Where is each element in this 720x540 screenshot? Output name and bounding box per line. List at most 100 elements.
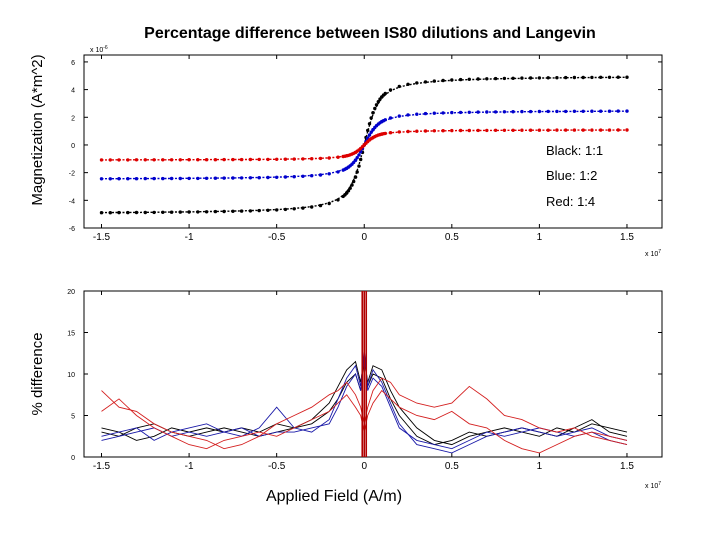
magnetization-point bbox=[415, 129, 419, 133]
magnetization-point bbox=[520, 128, 524, 132]
top-x-multiplier: x 107 bbox=[645, 249, 661, 258]
magnetization-point bbox=[275, 175, 279, 179]
magnetization-point bbox=[161, 210, 165, 214]
top-ytick-label: 0 bbox=[71, 143, 75, 150]
magnetization-point bbox=[581, 109, 585, 114]
magnetization-point bbox=[257, 157, 261, 162]
magnetization-point bbox=[406, 129, 410, 134]
magnetization-point bbox=[327, 156, 331, 160]
magnetization-point bbox=[257, 176, 261, 180]
magnetization-point bbox=[196, 158, 200, 162]
magnetization-point bbox=[222, 157, 226, 162]
magnetization-point bbox=[537, 128, 542, 132]
top-ytick-label: -6 bbox=[69, 226, 75, 233]
magnetization-point bbox=[502, 128, 507, 132]
magnetization-point bbox=[266, 157, 270, 162]
bottom-xlabel: Applied Field (A/m) bbox=[266, 488, 402, 505]
magnetization-point bbox=[546, 128, 550, 132]
magnetization-point bbox=[346, 189, 351, 193]
top-panel: Magnetization (A*m^2) -1.5 -1 -0.5 0 0.5 1 1.5… bbox=[29, 45, 663, 258]
bottom-series-group bbox=[101, 291, 628, 457]
legend-red: Red: 1:4 bbox=[546, 194, 595, 209]
magnetization-point bbox=[301, 206, 305, 210]
top-series-group bbox=[99, 75, 629, 215]
magnetization-point bbox=[117, 158, 121, 162]
magnetization-point bbox=[292, 175, 296, 179]
magnetization-point bbox=[196, 176, 200, 181]
magnetization-point bbox=[511, 76, 515, 81]
magnetization-point bbox=[546, 109, 550, 114]
magnetization-point bbox=[248, 176, 253, 180]
magnetization-point bbox=[367, 122, 372, 126]
magnetization-point bbox=[231, 157, 235, 162]
top-ytick-label: 6 bbox=[71, 60, 75, 67]
top-xtick-label: 0.5 bbox=[445, 232, 459, 243]
magnetization-point bbox=[266, 208, 270, 212]
magnetization-point bbox=[564, 128, 568, 132]
magnetization-point bbox=[257, 208, 261, 213]
magnetization-point bbox=[213, 209, 218, 214]
magnetization-point bbox=[616, 128, 620, 132]
bottom-xtick-label: -1.5 bbox=[93, 461, 111, 472]
magnetization-point bbox=[239, 157, 244, 162]
magnetization-point bbox=[581, 75, 585, 80]
magnetization-point bbox=[366, 128, 370, 133]
magnetization-point bbox=[187, 176, 191, 181]
magnetization-point bbox=[450, 128, 454, 133]
magnetization-point bbox=[423, 80, 428, 84]
magnetization-point bbox=[432, 129, 436, 133]
magnetization-point bbox=[564, 109, 568, 114]
magnetization-point bbox=[204, 176, 209, 180]
magnetization-point bbox=[108, 177, 113, 181]
magnetization-point bbox=[423, 111, 428, 116]
magnetization-point bbox=[204, 210, 209, 214]
magnetization-point bbox=[383, 131, 387, 136]
magnetization-point bbox=[99, 211, 104, 215]
legend-blue: Blue: 1:2 bbox=[546, 168, 597, 183]
bottom-axis-ticks: -1.5 -1 -0.5 0 0.5 1 1.5 0 5 10 15 20 bbox=[67, 289, 662, 472]
magnetization-point bbox=[397, 84, 401, 89]
bottom-xtick-label: -1 bbox=[185, 461, 194, 472]
magnetization-point bbox=[169, 176, 174, 181]
legend-black: Black: 1:1 bbox=[546, 143, 603, 158]
magnetization-point bbox=[369, 130, 373, 134]
magnetization-point bbox=[607, 128, 612, 132]
magnetization-point bbox=[301, 174, 305, 178]
magnetization-point bbox=[599, 75, 603, 80]
magnetization-point bbox=[357, 153, 361, 157]
magnetization-point bbox=[572, 75, 577, 80]
magnetization-point bbox=[450, 78, 454, 82]
magnetization-point bbox=[99, 177, 104, 181]
magnetization-point bbox=[336, 198, 340, 202]
magnetization-point bbox=[537, 109, 542, 114]
top-ytick-label: 4 bbox=[71, 88, 75, 95]
bottom-ylabel: % difference bbox=[29, 332, 46, 415]
magnetization-point bbox=[336, 170, 340, 174]
bottom-ytick-label: 20 bbox=[67, 289, 75, 296]
magnetization-point bbox=[275, 157, 279, 161]
magnetization-point bbox=[467, 128, 471, 133]
top-ytick-label: -4 bbox=[69, 198, 75, 205]
magnetization-point bbox=[397, 114, 401, 118]
magnetization-point bbox=[283, 207, 288, 212]
bottom-xtick-label: 1 bbox=[537, 461, 543, 472]
magnetization-point bbox=[467, 110, 471, 115]
magnetization-point bbox=[502, 110, 507, 114]
magnetization-point bbox=[178, 210, 182, 214]
magnetization-point bbox=[318, 173, 323, 177]
magnetization-point bbox=[450, 110, 454, 115]
magnetization-point bbox=[152, 158, 156, 162]
magnetization-point bbox=[528, 128, 533, 132]
magnetization-point bbox=[476, 128, 480, 133]
bottom-xtick-label: -0.5 bbox=[268, 461, 286, 472]
magnetization-point bbox=[581, 128, 585, 132]
magnetization-point bbox=[248, 209, 253, 213]
magnetization-point bbox=[143, 158, 147, 162]
magnetization-point bbox=[572, 109, 577, 114]
magnetization-point bbox=[353, 175, 358, 179]
magnetization-point bbox=[528, 76, 533, 80]
magnetization-point bbox=[383, 118, 387, 122]
magnetization-point bbox=[318, 203, 323, 208]
top-xtick-label: -0.5 bbox=[268, 232, 286, 243]
